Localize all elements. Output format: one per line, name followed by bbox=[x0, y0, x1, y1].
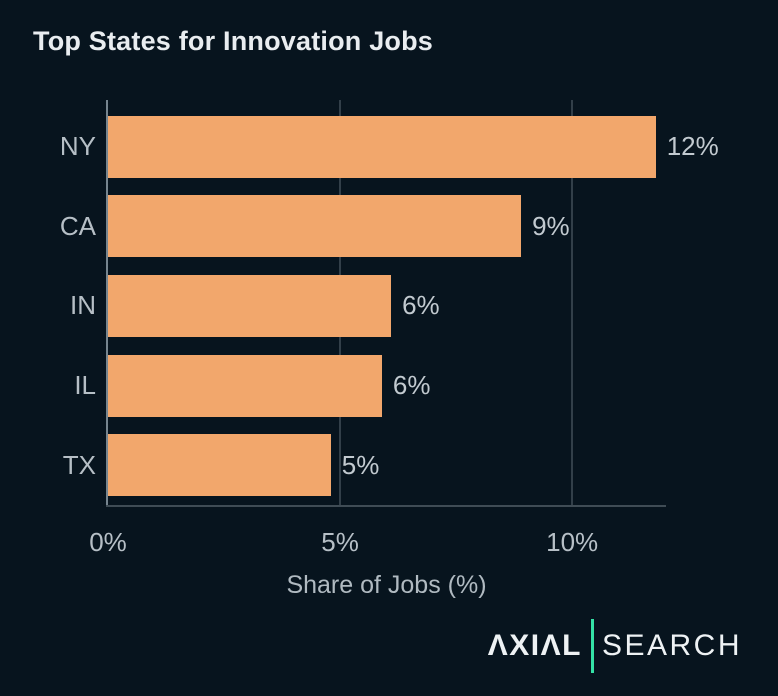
value-label: 12% bbox=[666, 131, 719, 162]
category-label: IL bbox=[74, 370, 96, 401]
bar-row-ca: CA 9% bbox=[0, 187, 778, 267]
bar-row-ny: NY 12% bbox=[0, 107, 778, 187]
x-tick-label-0%: 0% bbox=[89, 527, 127, 557]
gridline-10% bbox=[571, 100, 574, 506]
value-label: 6% bbox=[402, 290, 440, 321]
bar bbox=[108, 434, 331, 497]
x-tick-label-5%: 5% bbox=[321, 527, 359, 557]
value-label: 9% bbox=[532, 210, 570, 241]
value-label: 6% bbox=[392, 370, 431, 401]
x-axis-line bbox=[106, 505, 666, 507]
bar-row-il: IL 6% bbox=[0, 346, 778, 426]
x-axis-title: Share of Jobs (%) bbox=[286, 571, 487, 599]
category-label: NY bbox=[59, 131, 96, 162]
bar-row-in: IN 6% bbox=[0, 266, 778, 346]
y-axis-line bbox=[106, 100, 108, 507]
logo-divider-bar bbox=[590, 619, 594, 673]
bar bbox=[108, 195, 522, 258]
category-label: IN bbox=[70, 290, 96, 321]
category-label: CA bbox=[59, 210, 96, 241]
bar bbox=[108, 274, 392, 337]
bar bbox=[108, 115, 656, 178]
bar-rows: NY 12% CA 9% IN 6% IL 6% TX 5% bbox=[0, 107, 778, 505]
logo-search-text: SEARCH bbox=[601, 629, 742, 662]
axial-search-logo: ΛXIΛL SEARCH bbox=[488, 617, 742, 675]
logo-axial-text: ΛXIΛL bbox=[487, 629, 582, 662]
category-label: TX bbox=[62, 449, 96, 480]
chart-title: Top States for Innovation Jobs bbox=[33, 26, 434, 56]
bar-row-tx: TX 5% bbox=[0, 425, 778, 505]
bar bbox=[108, 354, 382, 417]
x-tick-label-10%: 10% bbox=[546, 527, 599, 557]
value-label: 5% bbox=[341, 449, 380, 480]
